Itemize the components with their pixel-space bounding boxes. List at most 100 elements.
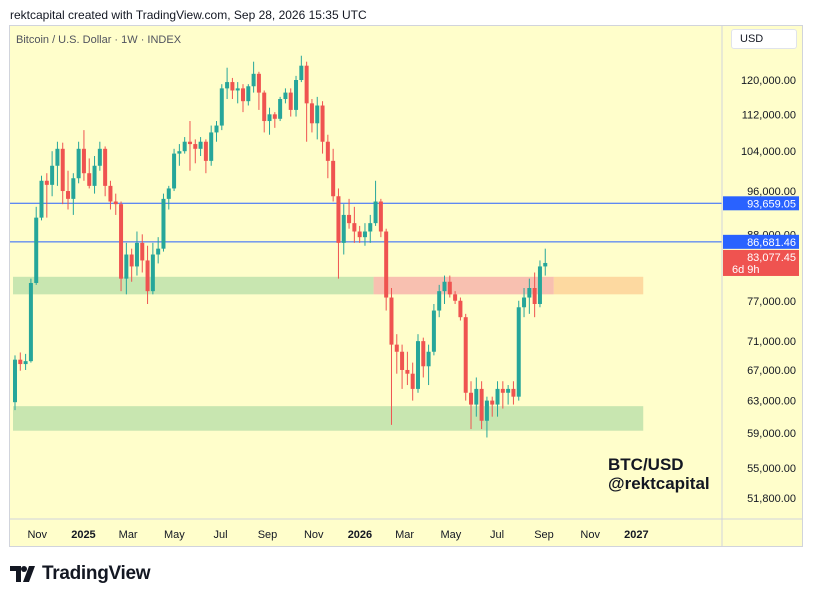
candle-body — [299, 65, 304, 80]
candle-body — [166, 188, 171, 199]
candle-body — [214, 125, 219, 133]
candle-body — [150, 254, 155, 292]
candle-body — [262, 92, 267, 122]
candle-body — [193, 144, 198, 149]
candle-body — [500, 388, 505, 393]
candle-body — [108, 185, 113, 202]
candle-body — [177, 151, 182, 154]
chart-frame[interactable]: 120,000.00 112,000.00 104,000.00 96,000.00 8… — [9, 25, 803, 547]
watermark-line1: BTC/USD — [608, 455, 684, 474]
candle-body — [479, 388, 484, 421]
candle-body — [256, 73, 261, 93]
last-price-tag — [723, 249, 799, 276]
candle-body — [368, 223, 373, 232]
candle-body — [537, 266, 542, 305]
x-tick-label: Nov — [304, 529, 324, 541]
y-tick-label: 67,000.00 — [747, 365, 796, 377]
candle-body — [373, 201, 378, 224]
candle-body — [97, 148, 102, 166]
candle-body — [294, 80, 299, 110]
footer-brand[interactable]: TradingView — [10, 563, 151, 585]
candle-body — [230, 82, 235, 91]
candle-body — [219, 88, 224, 126]
candle-body — [172, 153, 177, 189]
x-tick-label: Jul — [490, 529, 504, 541]
candle-body — [362, 231, 367, 238]
candle-body — [124, 254, 129, 279]
candle-body — [474, 388, 479, 405]
candle-body — [187, 141, 192, 145]
x-tick-label: Nov — [580, 529, 600, 541]
candle-body — [76, 148, 81, 179]
candle-body — [320, 105, 325, 142]
candle-body — [28, 282, 33, 362]
chart-header: rektcapital created with TradingView.com… — [10, 8, 367, 22]
x-tick-label: May — [164, 529, 185, 541]
candle-body — [198, 141, 203, 149]
candle-body — [304, 65, 309, 104]
y-tick-label: 96,000.00 — [747, 186, 796, 198]
price-chart[interactable]: 120,000.00 112,000.00 104,000.00 96,000.00 8… — [10, 26, 802, 546]
candle-body — [426, 351, 431, 367]
x-tick-label: Jul — [214, 529, 228, 541]
candle-body — [71, 178, 76, 199]
candle-body — [66, 191, 71, 199]
candle-body — [129, 254, 134, 267]
candle-body — [384, 231, 389, 298]
candle-body — [527, 288, 532, 298]
candle-body — [522, 297, 527, 308]
candle-body — [325, 141, 330, 161]
candle-body — [113, 201, 118, 205]
candle-body — [34, 217, 39, 283]
x-tick-label: 2026 — [348, 529, 372, 541]
candle-body — [463, 317, 468, 393]
candle-body — [394, 344, 399, 352]
zone-green-upper — [13, 276, 374, 295]
x-tick-label: 2025 — [71, 529, 95, 541]
candle-body — [447, 281, 452, 295]
candle-body — [352, 223, 357, 232]
candle-body — [421, 341, 426, 367]
y-tick-label: 120,000.00 — [741, 75, 796, 87]
candle-body — [378, 201, 383, 232]
candle-body — [453, 294, 458, 301]
candle-body — [140, 242, 145, 261]
candle-body — [415, 341, 420, 389]
candle-body — [134, 242, 139, 267]
candle-body — [50, 165, 55, 185]
candle-body — [60, 148, 65, 192]
hline-price-tag — [723, 196, 799, 211]
zone-green-lower — [13, 406, 644, 431]
candle-body — [469, 392, 474, 405]
candle-body — [283, 92, 288, 100]
candle-body — [347, 214, 352, 224]
x-tick-label: May — [440, 529, 461, 541]
candle-body — [92, 165, 97, 186]
x-tick-label: Sep — [258, 529, 278, 541]
candle-body — [336, 196, 341, 243]
candle-body — [410, 373, 415, 389]
candle-body — [18, 359, 23, 365]
y-tick-label: 71,000.00 — [747, 336, 796, 348]
y-tick-label: 63,000.00 — [747, 396, 796, 408]
candle-body — [209, 132, 214, 161]
zone-red-upper — [373, 276, 554, 295]
candle-body — [161, 198, 166, 249]
candle-body — [495, 388, 500, 405]
y-tick-label: 77,000.00 — [747, 296, 796, 308]
candle-body — [400, 351, 405, 370]
x-tick-label: 2027 — [624, 529, 648, 541]
candle-body — [511, 388, 516, 397]
candle-body — [235, 88, 240, 91]
candle-body — [506, 388, 511, 393]
currency-selector[interactable]: USD — [731, 29, 797, 49]
candle-body — [389, 297, 394, 345]
y-tick-label: 59,000.00 — [747, 428, 796, 440]
candle-body — [44, 180, 49, 185]
candle-body — [278, 99, 283, 119]
y-tick-label: 55,000.00 — [747, 463, 796, 475]
candle-body — [39, 180, 44, 218]
y-tick-label: 112,000.00 — [742, 109, 796, 121]
candle-body — [484, 400, 489, 421]
y-tick-label: 51,800.00 — [747, 493, 796, 505]
